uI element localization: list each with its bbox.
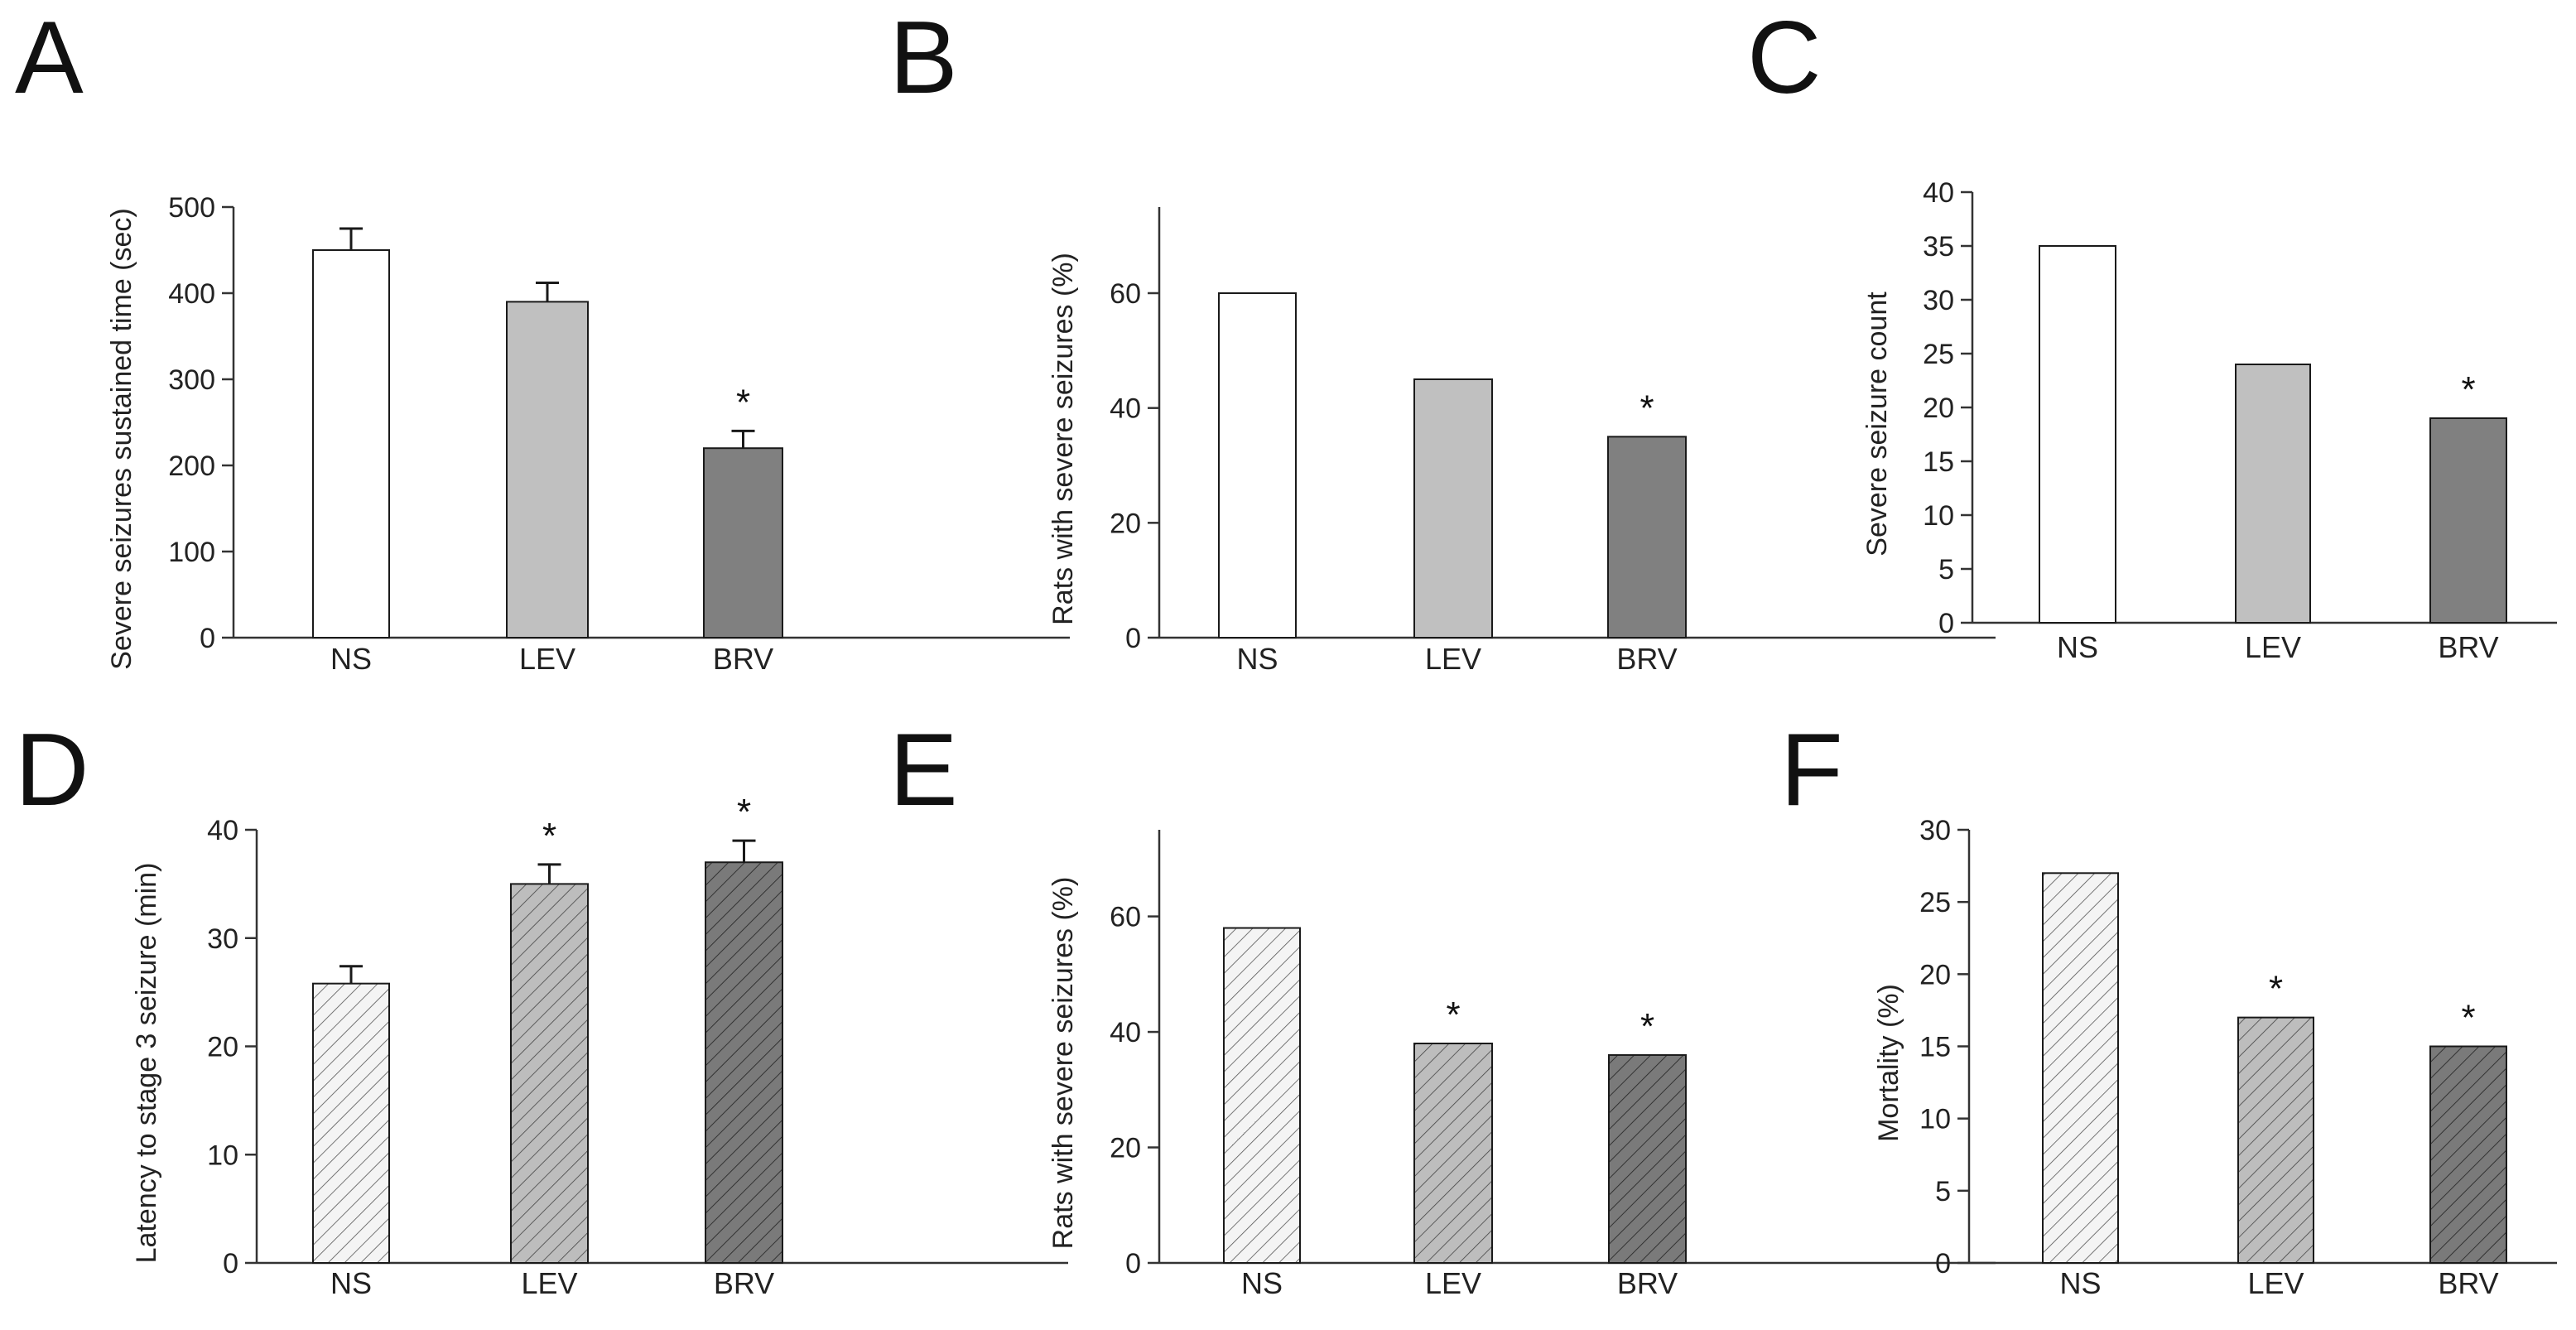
y-tick-label: 20 [1919, 959, 1951, 990]
y-tick-label: 5 [1938, 554, 1954, 585]
panel-f: F 0 5 10 15 20 25 30 Mortality (%) NS * LEV * BRV [1780, 713, 2557, 1300]
y-tick-label: 30 [1923, 285, 1954, 316]
panel-c: C 0 5 10 15 20 25 30 35 40 Severe seizure count NS L… [1747, 1, 2557, 664]
panel-letter: D [15, 713, 89, 827]
y-tick-label: 400 [168, 278, 215, 310]
panel-a: A 0 100 200 300 400 500 Severe seizures sustain… [15, 1, 1070, 676]
y-axis-title: Severe seizures sustained time (sec) [106, 208, 137, 669]
y-axis-title: Severe seizure count [1861, 292, 1893, 557]
x-tick-label: LEV [1425, 1266, 1481, 1300]
x-tick-label: NS [330, 1266, 372, 1300]
y-tick-label: 20 [1110, 508, 1141, 539]
bar-lev [2235, 364, 2311, 624]
y-tick-label: 100 [168, 537, 215, 568]
x-tick-label: LEV [521, 1266, 577, 1300]
y-tick-label: 15 [1919, 1032, 1951, 1063]
y-tick-label: 40 [1110, 393, 1141, 425]
y-tick-label: 30 [207, 923, 238, 955]
y-tick-label: 10 [1923, 500, 1954, 532]
significance-mark: * [2461, 998, 2475, 1038]
y-axis-title: Rats with severe seizures (%) [1047, 877, 1079, 1250]
x-tick-label: LEV [1425, 642, 1481, 676]
y-tick-label: 0 [200, 623, 215, 654]
bar-ns [2042, 872, 2119, 1265]
bar-lev [1413, 1043, 1493, 1264]
bar-ns [312, 982, 390, 1265]
bar-ns [312, 249, 390, 638]
y-tick-label: 5 [1935, 1176, 1951, 1207]
significance-mark: * [2461, 369, 2475, 410]
bar-brv [2429, 1045, 2507, 1264]
bar-brv [2429, 417, 2507, 624]
x-tick-label: NS [1241, 1266, 1283, 1300]
x-tick-label: LEV [2245, 630, 2301, 664]
panel-letter: F [1780, 713, 1843, 827]
significance-mark: * [737, 792, 751, 832]
x-tick-label: BRV [714, 1266, 774, 1300]
significance-mark: * [1640, 1006, 1654, 1047]
y-axis-title: Latency to stage 3 seizure (min) [131, 863, 162, 1264]
x-tick-label: BRV [2438, 630, 2498, 664]
y-tick-label: 25 [1919, 887, 1951, 918]
panel-letter: B [889, 1, 958, 115]
y-tick-label: 60 [1110, 902, 1141, 933]
x-tick-label: LEV [519, 642, 575, 676]
y-axis-title: Mortality (%) [1873, 984, 1904, 1142]
x-tick-label: NS [2057, 630, 2098, 664]
x-tick-label: NS [2059, 1266, 2101, 1300]
x-tick-label: NS [330, 642, 372, 676]
y-tick-label: 0 [223, 1248, 238, 1279]
significance-mark: * [2269, 969, 2283, 1010]
panel-e: E 0 20 40 60 Rats with severe seizures (%) NS *… [889, 713, 1996, 1300]
panel-letter: A [15, 1, 84, 115]
panel-letter: C [1747, 1, 1822, 115]
y-tick-label: 300 [168, 364, 215, 396]
y-tick-label: 0 [1935, 1248, 1951, 1279]
y-tick-label: 0 [1125, 1248, 1141, 1279]
y-tick-label: 0 [1125, 623, 1141, 654]
significance-mark: * [1639, 388, 1654, 428]
y-tick-label: 10 [1919, 1104, 1951, 1135]
y-axis-title: Rats with severe seizures (%) [1047, 253, 1079, 625]
y-tick-label: 30 [1919, 815, 1951, 846]
x-tick-label: NS [1236, 642, 1278, 676]
y-tick-label: 15 [1923, 446, 1954, 478]
y-tick-label: 20 [1923, 393, 1954, 424]
x-tick-label: BRV [1617, 1266, 1678, 1300]
significance-mark: * [1446, 995, 1460, 1035]
bar-lev [2237, 1016, 2314, 1264]
y-tick-label: 40 [1110, 1017, 1141, 1048]
panel-d: D 0 10 20 30 40 Latency to stage 3 seizure (mi… [15, 713, 1068, 1300]
bar-brv [703, 447, 783, 639]
y-tick-label: 25 [1923, 339, 1954, 370]
y-tick-label: 40 [207, 815, 238, 846]
y-tick-label: 10 [207, 1140, 238, 1171]
y-tick-label: 20 [207, 1032, 238, 1063]
y-tick-label: 35 [1923, 231, 1954, 263]
panel-b: B 0 20 40 60 Rats with severe seizures (%) NS L… [889, 1, 1996, 676]
bar-brv [1607, 436, 1687, 638]
significance-mark: * [542, 816, 556, 856]
y-tick-label: 20 [1110, 1133, 1141, 1164]
bar-ns [2039, 245, 2116, 624]
bar-lev [510, 883, 589, 1264]
bar-lev [506, 301, 589, 638]
bar-brv [705, 861, 783, 1264]
bar-ns [1223, 927, 1301, 1264]
bar-lev [1413, 378, 1493, 638]
x-tick-label: BRV [2438, 1266, 2498, 1300]
bar-brv [1608, 1053, 1687, 1264]
bar-ns [1218, 292, 1297, 638]
x-tick-label: LEV [2247, 1266, 2304, 1300]
significance-mark: * [736, 382, 750, 422]
x-tick-label: BRV [713, 642, 773, 676]
y-tick-label: 60 [1110, 278, 1141, 310]
x-tick-label: BRV [1616, 642, 1677, 676]
y-tick-label: 200 [168, 451, 215, 482]
y-tick-label: 0 [1938, 608, 1954, 639]
y-tick-label: 500 [168, 192, 215, 224]
y-tick-label: 40 [1923, 177, 1954, 209]
panel-letter: E [889, 713, 958, 827]
